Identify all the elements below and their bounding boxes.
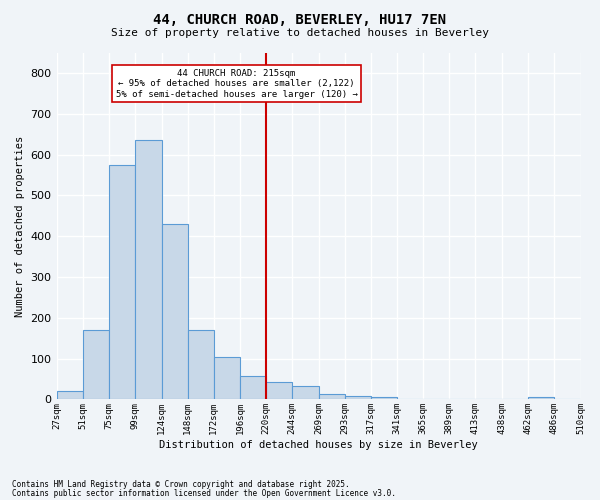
Bar — [371, 398, 397, 400]
Bar — [109, 164, 134, 400]
Bar — [188, 330, 214, 400]
Bar — [319, 394, 345, 400]
Text: 44, CHURCH ROAD, BEVERLEY, HU17 7EN: 44, CHURCH ROAD, BEVERLEY, HU17 7EN — [154, 12, 446, 26]
Bar — [266, 382, 292, 400]
Bar — [162, 224, 188, 400]
Text: 44 CHURCH ROAD: 215sqm
← 95% of detached houses are smaller (2,122)
5% of semi-d: 44 CHURCH ROAD: 215sqm ← 95% of detached… — [116, 69, 358, 98]
Bar — [292, 386, 319, 400]
Bar — [134, 140, 162, 400]
Text: Size of property relative to detached houses in Beverley: Size of property relative to detached ho… — [111, 28, 489, 38]
Bar — [214, 356, 240, 400]
Bar — [56, 392, 83, 400]
X-axis label: Distribution of detached houses by size in Beverley: Distribution of detached houses by size … — [159, 440, 478, 450]
Bar — [529, 398, 554, 400]
Bar — [83, 330, 109, 400]
Bar — [240, 376, 266, 400]
Text: Contains public sector information licensed under the Open Government Licence v3: Contains public sector information licen… — [12, 489, 396, 498]
Y-axis label: Number of detached properties: Number of detached properties — [15, 136, 25, 316]
Bar — [345, 396, 371, 400]
Text: Contains HM Land Registry data © Crown copyright and database right 2025.: Contains HM Land Registry data © Crown c… — [12, 480, 350, 489]
